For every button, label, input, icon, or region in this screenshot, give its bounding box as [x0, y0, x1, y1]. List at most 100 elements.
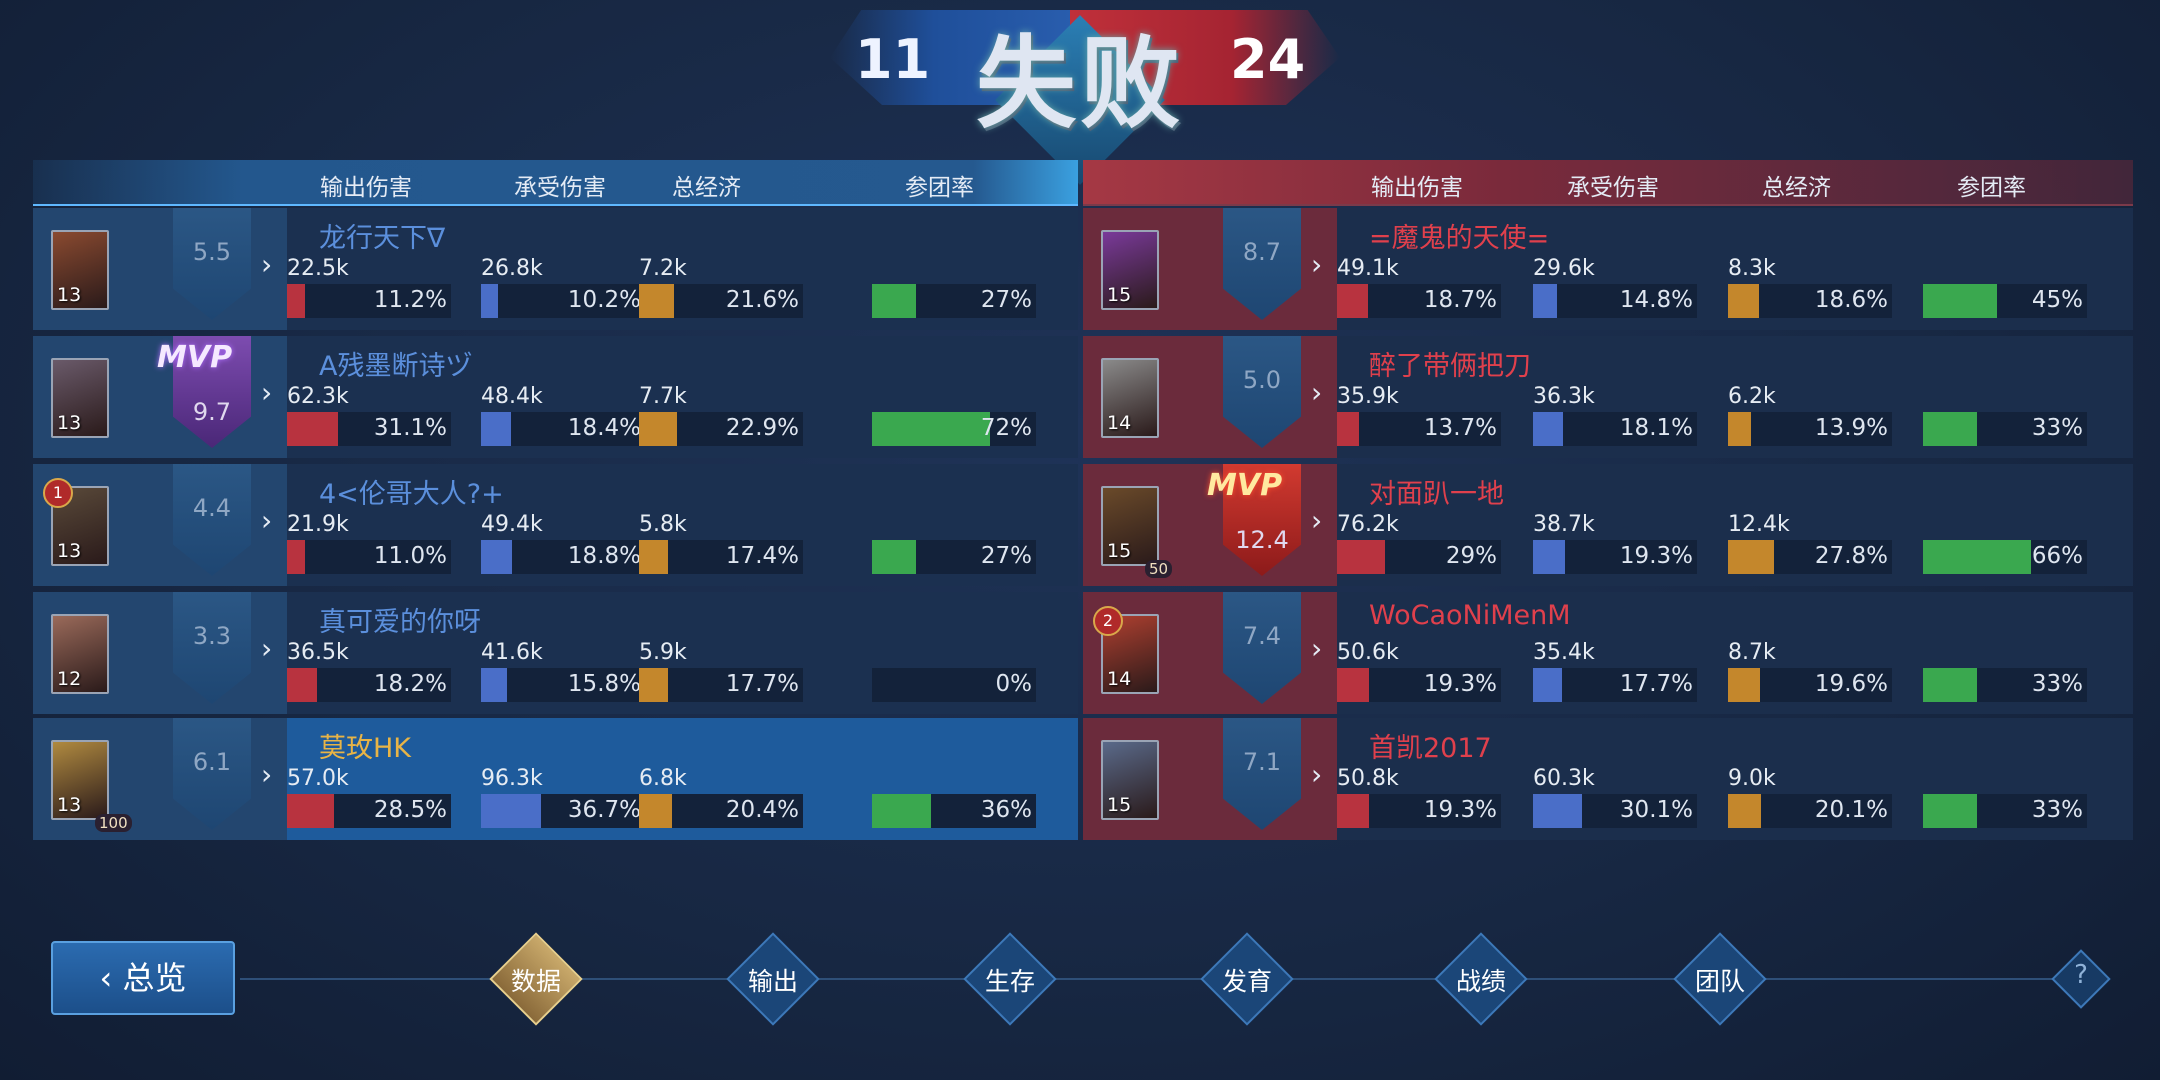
chevron-right-icon[interactable]: › — [261, 248, 273, 281]
stat-bar: 33% — [1923, 412, 2087, 446]
chevron-right-icon[interactable]: › — [1311, 248, 1323, 281]
stat-bar: 0% — [872, 668, 1036, 702]
stat-gold: 12.4k 27.8% — [1728, 512, 1892, 574]
stat-percent: 66% — [2031, 543, 2083, 569]
hero-avatar[interactable]: 15 50 — [1101, 486, 1173, 578]
stat-bar: 17.7% — [1533, 668, 1697, 702]
stat-percent: 18.2% — [373, 671, 447, 697]
stat-value — [872, 512, 1036, 538]
player-row[interactable]: 13 5.5 › 龙行天下∇ 22.5k 11.2% 26.8k 10.2% 7.2k 21.6%… — [33, 208, 1078, 330]
stat-bar-fill — [1923, 284, 1997, 318]
rating-score: 5.0 — [1242, 366, 1282, 394]
stat-percent: 28.5% — [373, 797, 447, 823]
tab-3[interactable]: 发育 — [1200, 932, 1294, 1026]
stat-taken: 35.4k 17.7% — [1533, 640, 1697, 702]
stat-value: 35.4k — [1533, 640, 1595, 665]
player-row[interactable]: 13 1 4.4 › 4<伦哥大人?+ 21.9k 11.0% 49.4k 18.8% 5.8k 1… — [33, 464, 1078, 586]
stat-bar: 13.7% — [1337, 412, 1501, 446]
chevron-right-icon[interactable]: › — [261, 632, 273, 665]
tab-4[interactable]: 战绩 — [1434, 932, 1528, 1026]
stat-taken: 26.8k 10.2% — [481, 256, 645, 318]
stat-damage: 22.5k 11.2% — [287, 256, 451, 318]
stat-taken: 48.4k 18.4% — [481, 384, 645, 446]
stat-value: 60.3k — [1533, 766, 1595, 791]
chevron-right-icon[interactable]: › — [1311, 376, 1323, 409]
stat-bar: 17.4% — [639, 540, 803, 574]
stat-bar: 19.3% — [1337, 668, 1501, 702]
rank-badge: 2 — [1093, 606, 1123, 636]
stat-percent: 13.9% — [1814, 415, 1888, 441]
hero-avatar[interactable]: 13 100 — [51, 740, 132, 832]
tab-label: 战绩 — [1455, 967, 1506, 996]
stat-bar: 18.4% — [481, 412, 645, 446]
hero-avatar[interactable]: 13 — [51, 230, 109, 310]
tab-2[interactable]: 生存 — [963, 932, 1057, 1026]
player-row[interactable]: 12 3.3 › 真可爱的你呀 36.5k 18.2% 41.6k 15.8% 5.9k 17.7… — [33, 592, 1078, 714]
player-name: 真可爱的你呀 — [319, 607, 481, 638]
hero-avatar[interactable]: 15 — [1101, 740, 1159, 820]
hero-avatar[interactable]: 13 1 — [43, 478, 109, 566]
stat-damage: 50.6k 19.3% — [1337, 640, 1501, 702]
stat-percent: 29% — [1445, 543, 1497, 569]
stat-percent: 72% — [980, 415, 1032, 441]
stat-bar-fill — [1728, 284, 1759, 318]
player-row[interactable]: 15 8.7 › =魔鬼的天使= 49.1k 18.7% 29.6k 14.8% 8.3k 18.… — [1083, 208, 2133, 330]
stat-participation: 33% — [1923, 640, 2087, 702]
stat-taken: 29.6k 14.8% — [1533, 256, 1697, 318]
tab-label: 发育 — [1221, 967, 1272, 996]
stat-bar: 13.9% — [1728, 412, 1892, 446]
hero-level: 13 — [57, 540, 82, 562]
header-gold: 总经济 — [1762, 175, 1831, 201]
player-name: 醉了带俩把刀 — [1369, 351, 1531, 382]
chevron-right-icon[interactable]: › — [1311, 504, 1323, 537]
chevron-right-icon[interactable]: › — [1311, 758, 1323, 791]
chevron-right-icon[interactable]: › — [261, 376, 273, 409]
stat-value — [872, 640, 1036, 666]
hero-level: 15 — [1107, 540, 1132, 562]
stat-value: 41.6k — [481, 640, 543, 665]
stat-participation: 45% — [1923, 256, 2087, 318]
hero-avatar[interactable]: 13 — [51, 358, 109, 438]
stat-bar-fill — [1923, 412, 1978, 446]
stat-bar-fill — [287, 668, 317, 702]
stat-bar: 21.6% — [639, 284, 803, 318]
player-row[interactable]: 13 9.7 MVP › A残墨断诗ヅ 62.3k 31.1% 48.4k 18.4% 7.7k 2… — [33, 336, 1078, 458]
hero-avatar[interactable]: 14 2 — [1093, 606, 1159, 694]
stat-value — [1923, 256, 2087, 282]
player-row[interactable]: 14 2 7.4 › WoCaoNiMenM 50.6k 19.3% 35.4k 17.7% 8.… — [1083, 592, 2133, 714]
stat-value — [872, 384, 1036, 410]
red-team-kills: 24 — [1230, 28, 1306, 91]
stat-percent: 14.8% — [1619, 287, 1693, 313]
stat-percent: 31.1% — [373, 415, 447, 441]
chevron-right-icon[interactable]: › — [1311, 632, 1323, 665]
player-row[interactable]: 15 7.1 › 首凯2017 50.8k 19.3% 60.3k 30.1% 9.0k 20.1… — [1083, 718, 2133, 840]
stat-value: 6.8k — [639, 766, 687, 791]
player-row[interactable]: 15 50 12.4 MVP › 对面趴一地 76.2k 29% 38.7k 19.3% 12.4k… — [1083, 464, 2133, 586]
chevron-right-icon[interactable]: › — [261, 504, 273, 537]
overview-back-button[interactable]: ‹ 总览 — [51, 941, 235, 1015]
stat-bar: 33% — [1923, 668, 2087, 702]
stat-damage: 49.1k 18.7% — [1337, 256, 1501, 318]
hero-avatar[interactable]: 14 — [1101, 358, 1159, 438]
stat-bar: 11.0% — [287, 540, 451, 574]
stat-bar-fill — [1533, 794, 1583, 828]
tab-0[interactable]: 数据 — [489, 932, 583, 1026]
hero-avatar[interactable]: 15 — [1101, 230, 1159, 310]
rating-score: 12.4 — [1235, 526, 1289, 554]
stat-value — [872, 766, 1036, 792]
player-row[interactable]: 14 5.0 › 醉了带俩把刀 35.9k 13.7% 36.3k 18.1% 6.2k 13.9… — [1083, 336, 2133, 458]
stat-bar-fill — [1337, 794, 1369, 828]
tab-5[interactable]: 团队 — [1673, 932, 1767, 1026]
tab-1[interactable]: 输出 — [726, 932, 820, 1026]
player-row[interactable]: 13 100 6.1 › 莫玫HK 57.0k 28.5% 96.3k 36.7% 6.8k 20.… — [33, 718, 1078, 840]
stat-value: 9.0k — [1728, 766, 1776, 791]
header-damage-dealt: 输出伤害 — [320, 175, 412, 201]
stat-value: 5.8k — [639, 512, 687, 537]
rating-score: 4.4 — [192, 494, 232, 522]
hero-mark-badge: 50 — [1145, 560, 1173, 578]
red-column-header-bar — [1083, 160, 2133, 206]
hero-avatar[interactable]: 12 — [51, 614, 109, 694]
chevron-right-icon[interactable]: › — [261, 758, 273, 791]
stat-bar-fill — [481, 412, 512, 446]
stat-bar-fill — [639, 794, 673, 828]
